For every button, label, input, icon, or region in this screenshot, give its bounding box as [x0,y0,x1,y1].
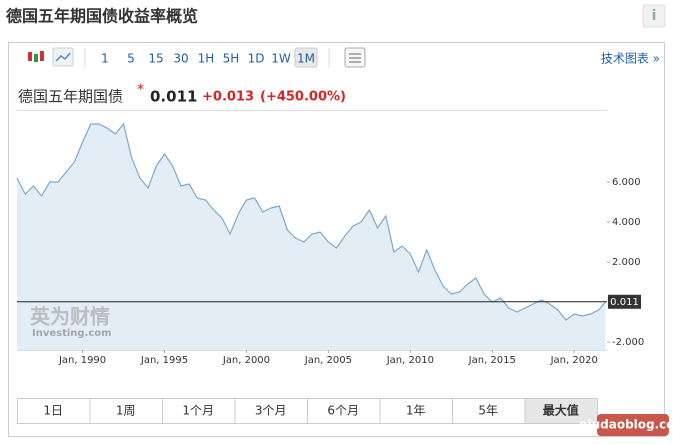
range-tab-label[interactable]: 6个月 [327,404,359,418]
x-tick-label: Jan, 2020 [550,355,598,366]
interval-buttons: 1 5 15 30 1H 5H 1D 1W 1M [101,47,318,68]
brand-watermark: 英为财情 [30,305,110,329]
interval-button[interactable]: 5H [223,52,240,66]
range-tab-label[interactable]: 1周 [116,404,136,418]
range-tab[interactable] [162,398,236,424]
plot: 6.000 4.000 2.000 -2.000 Jan, 1990 Jan, 1995 J… [16,122,644,366]
quote-change-pct: (+450.00%) [260,90,346,105]
current-value-box [608,294,641,309]
x-tick-label: Jan, 2010 [386,355,434,366]
info-button[interactable] [642,4,666,28]
range-tab[interactable] [89,398,163,424]
range-tab-label[interactable]: 5年 [478,404,498,418]
area [17,124,606,350]
range-tab-label[interactable]: 1个月 [182,404,214,418]
interval-button[interactable]: 15 [148,52,163,66]
y-tick-label: 4.000 [612,217,641,228]
page-title: 德国五年期国债收益率概览 [6,7,198,26]
range-tab[interactable] [452,398,526,424]
site-watermark: Investing.com [32,328,112,339]
interval-button[interactable]: 5 [127,52,135,66]
quote-price: 0.011 [150,88,197,106]
interval-selected[interactable] [294,47,318,68]
interval-button[interactable]: 1M [297,52,315,66]
y-tick-label: -2.000 [612,337,644,348]
quote-change: +0.013 [202,90,254,105]
x-tick-label: Jan, 1995 [140,355,188,366]
range-tab[interactable] [234,398,308,424]
interval-button[interactable]: 1 [101,52,109,66]
line-icon [55,52,71,62]
range-tab[interactable] [524,398,598,424]
range-tabs: 1日 1周 1个月 3个月 6个月 1年 5年 最大值 [17,398,598,424]
y-tick-label: 2.000 [612,257,641,268]
interval-button[interactable]: 30 [173,52,188,66]
range-tab-label[interactable]: 1日 [43,404,63,418]
range-tab-label[interactable]: 3个月 [255,404,287,418]
candle-icon[interactable] [28,51,44,62]
x-tick-label: Jan, 2015 [468,355,516,366]
range-tab-label[interactable]: 1年 [406,404,426,418]
tech-chart-link[interactable]: 技术图表 » [601,52,660,66]
current-value-label: 0.011 [610,297,639,308]
quote-marker: * [137,82,144,98]
quote-name: 德国五年期国债 [18,88,123,106]
interval-button[interactable]: 1W [271,52,291,66]
site-badge-text: niudaoblog.com [579,418,673,432]
range-tab-label[interactable]: 最大值 [543,403,579,418]
x-tick-label: Jan, 2000 [222,355,270,366]
info-icon[interactable]: i [652,8,657,24]
x-tick-label: Jan, 2005 [304,355,352,366]
x-tick-label: Jan, 1990 [58,355,106,366]
interval-button[interactable]: 1H [198,52,215,66]
y-tick-label: 6.000 [612,177,641,188]
line [16,122,606,321]
site-badge [597,414,669,436]
interval-button[interactable]: 1D [248,52,265,66]
range-tab[interactable] [379,398,453,424]
